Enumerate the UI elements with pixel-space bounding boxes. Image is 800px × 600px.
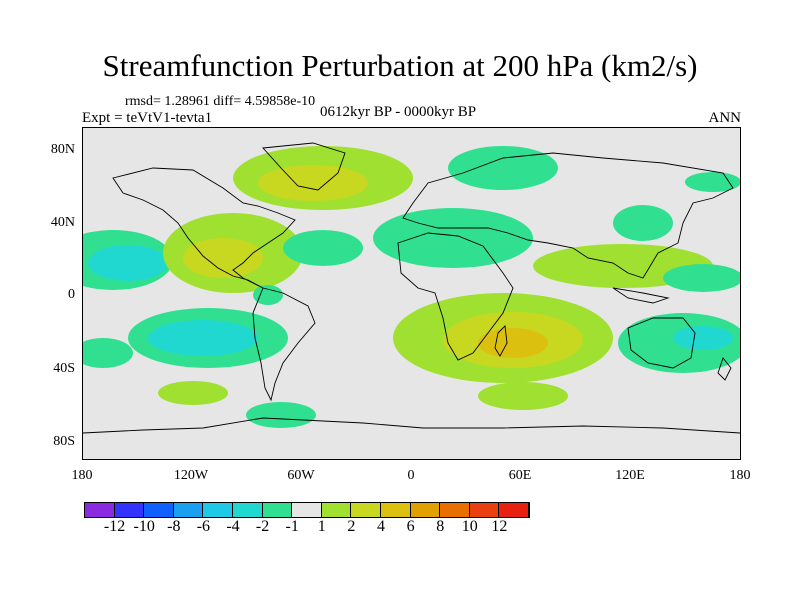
x-tick-60e: 60E <box>508 468 532 483</box>
anomaly-spacific-neg-core <box>148 320 258 356</box>
colorbar-swatch <box>173 503 204 517</box>
colorbar-swatch <box>499 503 529 517</box>
experiment-label: Expt = teVtV1-tevta1 <box>82 110 213 126</box>
plot-title: Streamfunction Perturbation at 200 hPa (… <box>102 48 698 83</box>
coast-south-america <box>252 287 316 402</box>
colorbar-swatch <box>321 503 352 517</box>
x-tick-60w: 60W <box>287 468 315 483</box>
anomaly-southern-pos <box>158 381 228 405</box>
anomaly-siberia-neg <box>448 146 558 190</box>
stats-text: rmsd= 1.28961 diff= 4.59858e-10 <box>125 94 316 109</box>
coast-indonesia <box>612 287 670 304</box>
colorbar <box>84 502 530 518</box>
colorbar-swatch <box>85 503 115 517</box>
x-tick-120e: 120E <box>615 468 645 483</box>
y-tick-40n: 40N <box>50 215 75 230</box>
season-label: ANN <box>708 110 742 126</box>
streamfunction-map <box>83 128 740 459</box>
colorbar-label: 2 <box>347 518 356 535</box>
anomaly-safrica-pos-core <box>478 328 548 358</box>
anomaly-africa-neg <box>373 208 533 268</box>
colorbar-label: -8 <box>167 518 181 535</box>
anomaly-indian-pos <box>478 382 568 410</box>
anomaly-equator-neg <box>253 285 283 305</box>
anomaly-australia-neg-core <box>673 326 733 350</box>
colorbar-swatch <box>262 503 293 517</box>
colorbar-swatch <box>440 503 470 517</box>
x-tick-0: 0 <box>407 468 415 483</box>
anomaly-dateline-neg <box>83 338 133 368</box>
colorbar-swatch <box>203 503 233 517</box>
colorbar-swatch <box>232 503 263 517</box>
map-panel <box>82 127 741 460</box>
anomaly-atlantic-neg <box>283 230 363 266</box>
y-tick-80s: 80S <box>53 434 75 449</box>
colorbar-swatch <box>114 503 145 517</box>
colorbar-label: 10 <box>461 518 478 535</box>
x-tick-180w: 180 <box>71 468 93 483</box>
colorbar-label: 8 <box>436 518 445 535</box>
anomaly-greenland-pos-core <box>258 165 368 201</box>
coast-eurasia <box>402 152 734 279</box>
coast-antarctica <box>83 417 740 434</box>
coast-new-zealand <box>717 357 732 381</box>
colorbar-label: 1 <box>317 518 326 535</box>
y-tick-80n: 80N <box>50 142 75 157</box>
coast-madagascar <box>494 325 508 357</box>
anomaly-china-neg <box>613 205 673 241</box>
colorbar-label: -10 <box>133 518 155 535</box>
period-label: 0612kyr BP - 0000kyr BP <box>320 104 477 120</box>
colorbar-label: -4 <box>226 518 240 535</box>
colorbar-label: -1 <box>285 518 299 535</box>
coast-australia <box>627 317 696 369</box>
colorbar-swatch <box>469 503 500 517</box>
colorbar-swatch <box>410 503 441 517</box>
colorbar-swatch <box>380 503 411 517</box>
anomaly-wpacific-neg <box>663 264 740 292</box>
colorbar-label: 6 <box>406 518 415 535</box>
colorbar-swatch <box>292 503 322 517</box>
colorbar-label: 12 <box>491 518 508 535</box>
colorbar-swatch <box>144 503 174 517</box>
x-tick-120w: 120W <box>173 468 209 483</box>
colorbar-label: 4 <box>377 518 385 535</box>
y-tick-40s: 40S <box>53 361 75 376</box>
colorbar-swatch <box>351 503 381 517</box>
colorbar-label: -2 <box>255 518 270 535</box>
colorbar-label: -6 <box>196 518 211 535</box>
x-tick-180e: 180 <box>729 468 751 483</box>
anomaly-npacific-neg-core <box>88 245 168 281</box>
coastlines <box>83 142 740 434</box>
anomaly-drake-neg <box>246 402 316 428</box>
anomaly-pacific-neg <box>685 172 740 192</box>
coast-north-america <box>112 167 296 289</box>
y-tick-0: 0 <box>68 287 75 302</box>
anomaly-namerica-pos-core <box>183 238 263 278</box>
anomaly-fields <box>83 146 740 428</box>
colorbar-label: -12 <box>103 518 126 535</box>
coast-africa <box>397 232 514 361</box>
coast-greenland <box>262 142 346 191</box>
